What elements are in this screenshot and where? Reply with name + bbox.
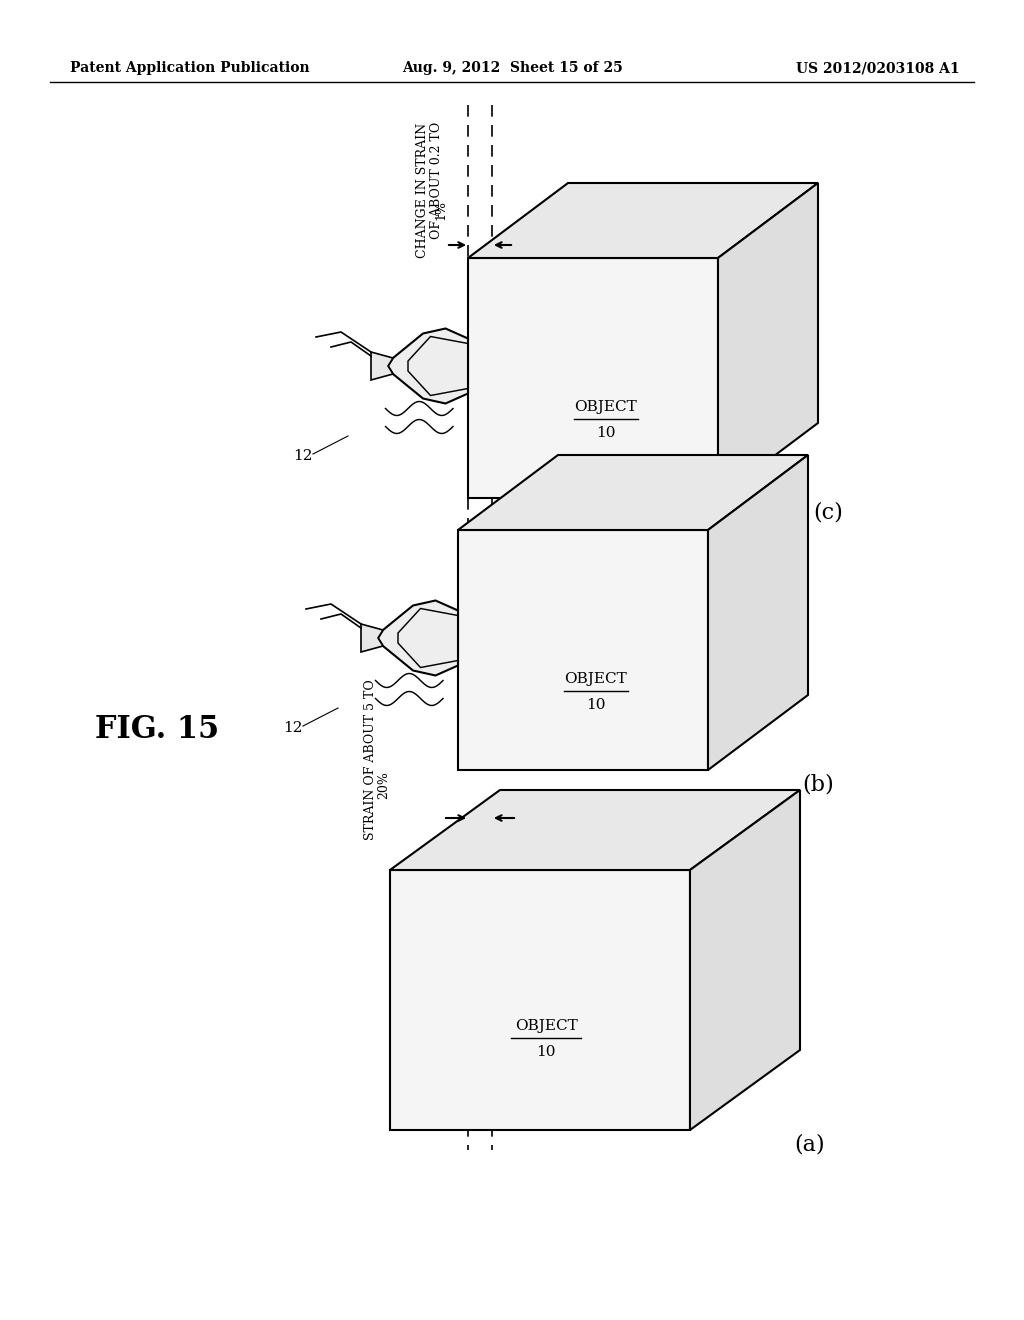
Polygon shape bbox=[390, 870, 690, 1130]
Text: (b): (b) bbox=[802, 774, 834, 796]
Text: STRAIN OF ABOUT 5 TO: STRAIN OF ABOUT 5 TO bbox=[364, 680, 377, 841]
Text: Patent Application Publication: Patent Application Publication bbox=[70, 61, 309, 75]
Polygon shape bbox=[690, 789, 800, 1130]
Polygon shape bbox=[388, 329, 468, 404]
Text: OBJECT: OBJECT bbox=[564, 672, 627, 686]
Text: (c): (c) bbox=[813, 502, 843, 524]
Text: 10: 10 bbox=[586, 698, 605, 711]
Text: 12: 12 bbox=[293, 449, 312, 463]
Text: (a): (a) bbox=[795, 1134, 825, 1156]
Text: 1%: 1% bbox=[434, 201, 447, 220]
Polygon shape bbox=[371, 352, 393, 380]
Text: 12: 12 bbox=[284, 721, 303, 735]
Text: OBJECT: OBJECT bbox=[574, 400, 637, 413]
Text: 10: 10 bbox=[537, 1045, 556, 1059]
Polygon shape bbox=[458, 455, 808, 531]
Text: OBJECT: OBJECT bbox=[515, 1019, 578, 1034]
Polygon shape bbox=[718, 183, 818, 498]
Text: CHANGE IN STRAIN: CHANGE IN STRAIN bbox=[417, 123, 429, 257]
Text: Aug. 9, 2012  Sheet 15 of 25: Aug. 9, 2012 Sheet 15 of 25 bbox=[401, 61, 623, 75]
Text: 20%: 20% bbox=[378, 771, 390, 799]
Text: FIG. 15: FIG. 15 bbox=[95, 714, 219, 746]
Polygon shape bbox=[458, 531, 708, 770]
Polygon shape bbox=[708, 455, 808, 770]
Text: 10: 10 bbox=[596, 426, 615, 440]
Polygon shape bbox=[361, 624, 383, 652]
Polygon shape bbox=[468, 183, 818, 257]
Polygon shape bbox=[378, 601, 458, 676]
Polygon shape bbox=[468, 257, 718, 498]
Text: US 2012/0203108 A1: US 2012/0203108 A1 bbox=[797, 61, 961, 75]
Text: OF ABOUT 0.2 TO: OF ABOUT 0.2 TO bbox=[429, 121, 442, 239]
Polygon shape bbox=[390, 789, 800, 870]
